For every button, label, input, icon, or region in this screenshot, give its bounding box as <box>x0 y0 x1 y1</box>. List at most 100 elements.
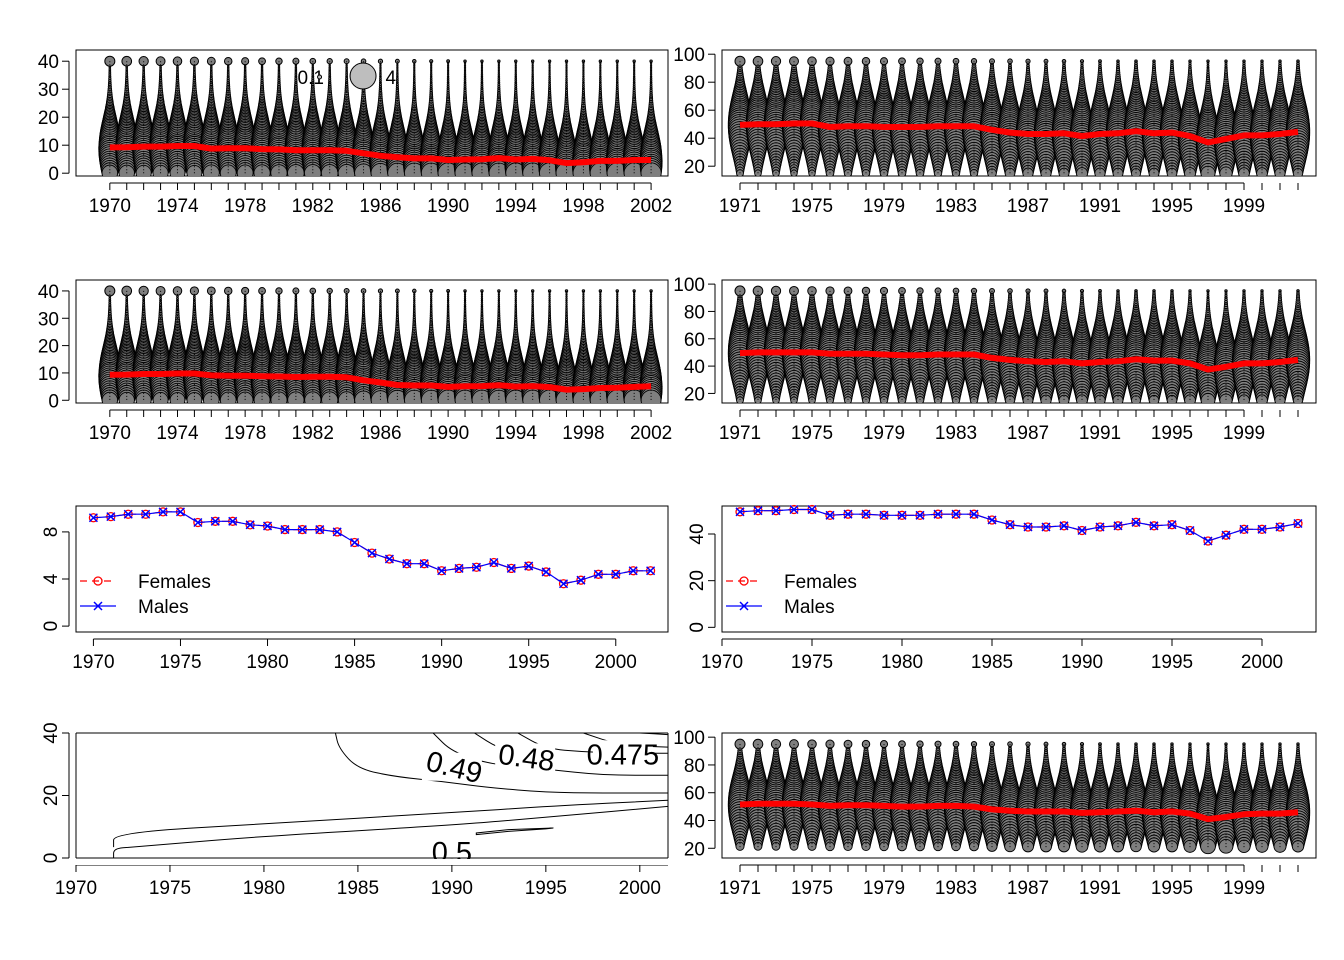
bubble <box>497 67 501 71</box>
bubble <box>203 391 220 403</box>
y-tick-label: 20 <box>38 108 59 129</box>
x-tick-label: 1978 <box>224 196 266 217</box>
bubble <box>362 297 365 300</box>
bubble <box>480 73 484 77</box>
bubble <box>1022 167 1034 176</box>
bubble <box>514 67 517 71</box>
bubble <box>632 67 636 71</box>
bubble <box>1094 167 1106 176</box>
bubble <box>632 73 636 77</box>
bubble <box>1075 167 1089 176</box>
bubble-top <box>275 287 283 295</box>
bubble <box>1238 167 1250 176</box>
y-tick-label: 60 <box>684 101 705 122</box>
bubble <box>463 67 467 71</box>
bubble <box>531 73 534 77</box>
bubble <box>219 164 237 176</box>
bubble <box>599 67 602 71</box>
bubble <box>379 67 382 71</box>
bubble <box>497 73 501 77</box>
x-tick-label: 1974 <box>156 423 199 444</box>
bubble <box>379 73 382 77</box>
bubble <box>152 391 169 403</box>
bubble <box>253 391 271 403</box>
bubble <box>294 67 298 71</box>
bubble <box>396 67 399 71</box>
x-tick-label: 1986 <box>359 423 401 444</box>
legend-small-bubble <box>317 74 323 80</box>
bubble <box>396 297 399 300</box>
bubble <box>754 169 762 176</box>
y-tick-label: 100 <box>673 45 705 66</box>
x-tick-label: 1994 <box>495 423 538 444</box>
bubble <box>169 392 186 403</box>
y-tick-label: 10 <box>38 364 59 385</box>
bubble <box>514 73 518 77</box>
bubble <box>101 164 119 176</box>
x-tick-label: 1978 <box>224 423 266 444</box>
y-tick-label: 30 <box>38 309 59 330</box>
bubble-top <box>429 59 434 64</box>
plot-frame <box>721 49 1317 177</box>
bubble <box>1256 167 1268 176</box>
x-tick-label: 1999 <box>1223 196 1265 217</box>
bubble <box>1183 167 1197 176</box>
y-tick-label: 40 <box>684 129 705 150</box>
x-tick-label: 1994 <box>495 196 538 217</box>
bubble <box>565 79 568 83</box>
bubble <box>321 391 339 403</box>
y-tick-label: 30 <box>38 80 59 101</box>
bubble <box>582 73 585 77</box>
bubble <box>135 391 152 403</box>
bubble-top <box>206 56 216 66</box>
bubble <box>186 392 203 403</box>
legend-large-label: 4 <box>386 68 397 89</box>
bubble <box>463 73 467 77</box>
bubble <box>1148 167 1160 176</box>
bubble-top <box>843 56 853 66</box>
bubble <box>582 67 585 71</box>
mean-line <box>109 143 652 167</box>
bubble <box>413 67 416 71</box>
x-tick-label: 1991 <box>1079 196 1121 217</box>
x-tick-label: 1998 <box>562 423 604 444</box>
bubble <box>548 73 551 77</box>
bubble <box>649 73 653 77</box>
bubble <box>169 164 186 176</box>
bubble <box>446 67 450 71</box>
bubble <box>277 67 281 71</box>
bubble <box>429 73 433 77</box>
bubble <box>582 79 585 83</box>
bubble-top <box>206 286 216 296</box>
y-tick-label: 40 <box>38 282 59 303</box>
x-tick-label: 1975 <box>791 196 833 217</box>
legend-small-label: 0.1 <box>298 68 324 89</box>
bubble <box>202 164 220 176</box>
x-tick-label: 1990 <box>427 423 469 444</box>
legend-large-bubble <box>349 62 377 90</box>
bubble <box>101 391 119 403</box>
bubble <box>616 73 619 77</box>
bubble <box>1200 165 1216 176</box>
bubble <box>118 164 135 176</box>
y-tick-label: 0 <box>48 164 59 185</box>
x-tick-label: 1982 <box>292 196 334 217</box>
bubble <box>446 73 450 77</box>
x-tick-label: 2002 <box>630 423 672 444</box>
y-tick-label: 20 <box>684 157 705 178</box>
bubble-columns <box>98 55 663 176</box>
bubble <box>772 169 780 176</box>
bubble <box>413 297 416 300</box>
bubble <box>152 164 169 176</box>
bubble <box>328 67 332 71</box>
bubble-columns <box>727 55 1311 176</box>
bubble <box>649 67 653 71</box>
panel-p1: 1970 1974 1978 1982 1986 1990 1994 1998 20020102… <box>38 49 672 217</box>
panel-p2: 1971 1975 1979 1983 1987 1991 1995 199920406080… <box>673 45 1317 217</box>
bubble <box>260 67 264 71</box>
bubble-size-legend: 0.1 4 <box>298 62 397 90</box>
y-tick-label: 20 <box>38 337 59 358</box>
bubble <box>616 67 619 71</box>
bubble-top <box>412 288 417 294</box>
